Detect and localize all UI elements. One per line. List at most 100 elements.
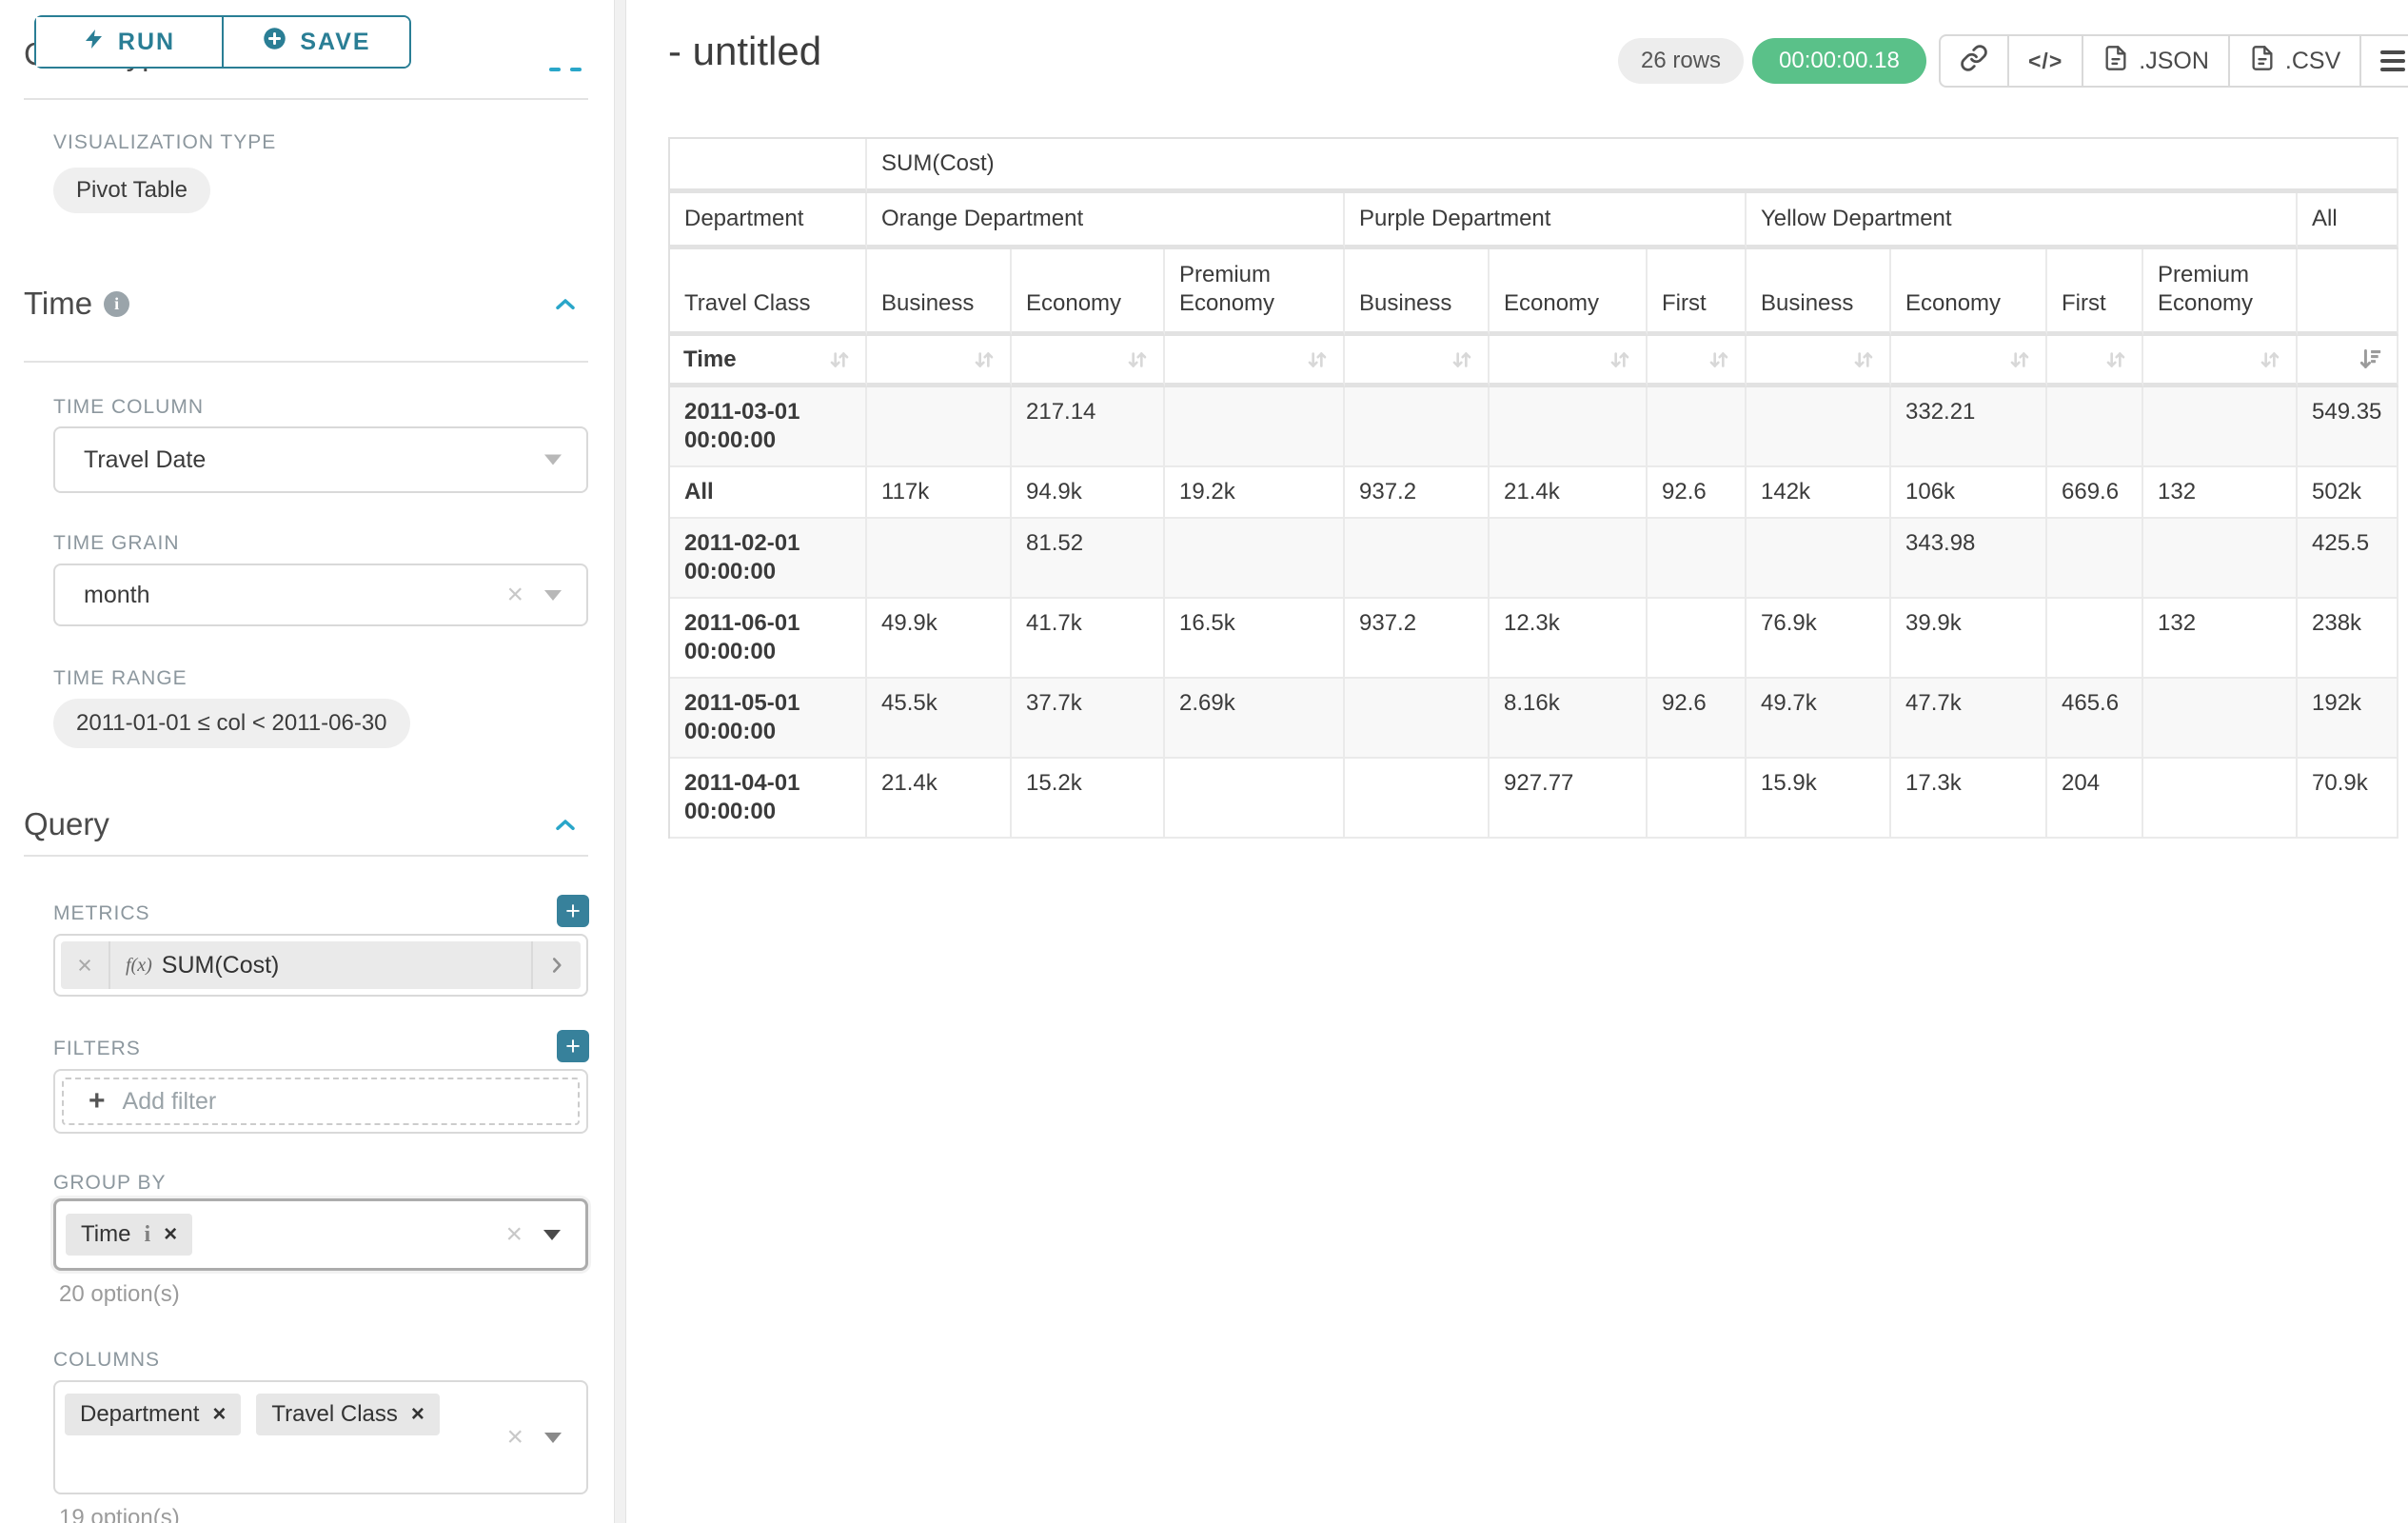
pivot-value-cell: [1345, 519, 1490, 599]
pivot-value-cell: 17.3k: [1891, 759, 2047, 839]
plus-circle-icon: [262, 26, 287, 58]
run-button-label: RUN: [118, 29, 175, 56]
chevron-down-icon[interactable]: [544, 590, 562, 601]
view-query-button[interactable]: </>: [2007, 36, 2082, 86]
table-row: 2011-03-01 00:00:00217.14332.21549.35: [670, 387, 2398, 467]
remove-tag-icon[interactable]: ×: [411, 1401, 424, 1428]
pivot-value-cell: [2143, 759, 2298, 839]
group-by-options-hint: 20 option(s): [59, 1281, 180, 1308]
pivot-row-label: All: [670, 467, 867, 519]
pivot-value-cell: 465.6: [2047, 679, 2143, 759]
pivot-metric-header: SUM(Cost): [867, 139, 2398, 193]
pivot-time-sort-header[interactable]: Time: [670, 336, 867, 387]
sort-icon: [1025, 347, 1150, 372]
pivot-column-sort-header[interactable]: [2047, 336, 2143, 387]
pivot-table: SUM(Cost)DepartmentOrange DepartmentPurp…: [668, 137, 2398, 839]
pivot-column-sort-header[interactable]: [2298, 336, 2398, 387]
pivot-travel-class-header: Premium Economy: [1165, 249, 1345, 336]
clear-icon[interactable]: ×: [506, 1423, 523, 1452]
time-section-title-text: Time: [24, 286, 92, 322]
time-grain-label: TIME GRAIN: [53, 532, 180, 555]
pivot-value-cell: [1165, 519, 1345, 599]
run-button[interactable]: RUN: [36, 17, 222, 67]
pivot-column-sort-header[interactable]: [1891, 336, 2047, 387]
menu-button[interactable]: [2359, 36, 2408, 86]
pivot-table-container: SUM(Cost)DepartmentOrange DepartmentPurp…: [668, 137, 2398, 839]
collapse-time-section-icon[interactable]: [550, 289, 581, 325]
pivot-value-cell: 549.35: [2298, 387, 2398, 467]
time-axis-label: Time: [683, 346, 737, 374]
pivot-column-sort-header[interactable]: [1648, 336, 1747, 387]
visualization-type-pill[interactable]: Pivot Table: [53, 168, 210, 213]
pivot-column-sort-header[interactable]: [1345, 336, 1490, 387]
sort-icon: [2157, 347, 2282, 372]
group-by-tag: Time i ×: [66, 1214, 192, 1256]
remove-metric-icon[interactable]: ×: [61, 941, 110, 989]
time-range-pill[interactable]: 2011-01-01 ≤ col < 2011-06-30: [53, 699, 410, 748]
group-by-select[interactable]: Time i × ×: [53, 1198, 588, 1271]
table-row: All117k94.9k19.2k937.221.4k92.6142k106k6…: [670, 467, 2398, 519]
export-csv-button[interactable]: .CSV: [2228, 36, 2359, 86]
save-button-label: SAVE: [300, 29, 370, 56]
pivot-value-cell: 15.9k: [1747, 759, 1891, 839]
pivot-travel-class-header: First: [2047, 249, 2143, 336]
pivot-column-sort-header[interactable]: [1012, 336, 1165, 387]
chevron-right-icon[interactable]: [531, 941, 581, 989]
pivot-value-cell: 142k: [1747, 467, 1891, 519]
add-metric-button[interactable]: +: [557, 895, 589, 927]
info-icon[interactable]: i: [104, 291, 129, 317]
share-link-button[interactable]: [1941, 36, 2007, 86]
clear-icon[interactable]: ×: [506, 581, 523, 609]
query-section-title-text: Query: [24, 806, 109, 842]
pivot-value-cell: [2047, 519, 2143, 599]
pivot-value-cell: 669.6: [2047, 467, 2143, 519]
pivot-value-cell: 92.6: [1648, 467, 1747, 519]
pivot-value-cell: 76.9k: [1747, 599, 1891, 679]
sort-icon: [1178, 347, 1330, 372]
pivot-value-cell: 132: [2143, 467, 2298, 519]
pivot-column-sort-header[interactable]: [1490, 336, 1648, 387]
panel-resize-gutter[interactable]: [614, 0, 626, 1523]
chevron-down-icon[interactable]: [544, 1433, 562, 1443]
pivot-value-cell: [1490, 519, 1648, 599]
chevron-down-icon[interactable]: [544, 455, 562, 465]
metric-pill[interactable]: × f(x) SUM(Cost): [61, 941, 581, 989]
time-grain-select[interactable]: month ×: [53, 564, 588, 626]
pivot-column-sort-header[interactable]: [1747, 336, 1891, 387]
pivot-column-sort-header[interactable]: [867, 336, 1012, 387]
pivot-department-header: Orange Department: [867, 193, 1345, 249]
chart-panel: - untitled 26 rows 00:00:00.18 </> .JSON…: [626, 0, 2408, 1523]
remove-tag-icon[interactable]: ×: [212, 1401, 226, 1428]
time-grain-value: month: [84, 582, 149, 609]
pivot-column-sort-header[interactable]: [1165, 336, 1345, 387]
clear-icon[interactable]: ×: [505, 1220, 523, 1249]
add-filter-plus-button[interactable]: +: [557, 1030, 589, 1062]
collapse-query-section-icon[interactable]: [550, 810, 581, 845]
columns-tag-label: Travel Class: [271, 1401, 397, 1428]
caret-fragment-icon: [549, 68, 561, 71]
pivot-value-cell: [1747, 387, 1891, 467]
metrics-control: × f(x) SUM(Cost): [53, 934, 588, 997]
time-section-title: Time i: [24, 286, 129, 322]
export-json-button[interactable]: .JSON: [2082, 36, 2228, 86]
remove-tag-icon[interactable]: ×: [164, 1221, 177, 1248]
pivot-travel-class-header: Economy: [1012, 249, 1165, 336]
columns-select[interactable]: Department × Travel Class × ×: [53, 1380, 588, 1494]
file-icon: [2249, 45, 2276, 78]
pivot-value-cell: [1490, 387, 1648, 467]
time-column-select[interactable]: Travel Date: [53, 426, 588, 493]
chevron-down-icon[interactable]: [543, 1230, 561, 1240]
pivot-value-cell: [867, 519, 1012, 599]
query-section-title: Query: [24, 806, 109, 842]
caret-fragment-icon: [570, 68, 582, 71]
pivot-column-sort-header[interactable]: [2143, 336, 2298, 387]
save-button[interactable]: SAVE: [222, 17, 409, 67]
pivot-travel-class-header: Business: [867, 249, 1012, 336]
chart-title[interactable]: - untitled: [668, 29, 821, 74]
function-icon: f(x): [126, 955, 152, 977]
column-info-icon[interactable]: i: [144, 1222, 150, 1248]
filters-label: FILTERS: [53, 1038, 141, 1060]
add-filter-button[interactable]: + Add filter: [62, 1078, 580, 1125]
sort-icon: [1661, 347, 1731, 372]
pivot-row-label: 2011-05-01 00:00:00: [670, 679, 867, 759]
